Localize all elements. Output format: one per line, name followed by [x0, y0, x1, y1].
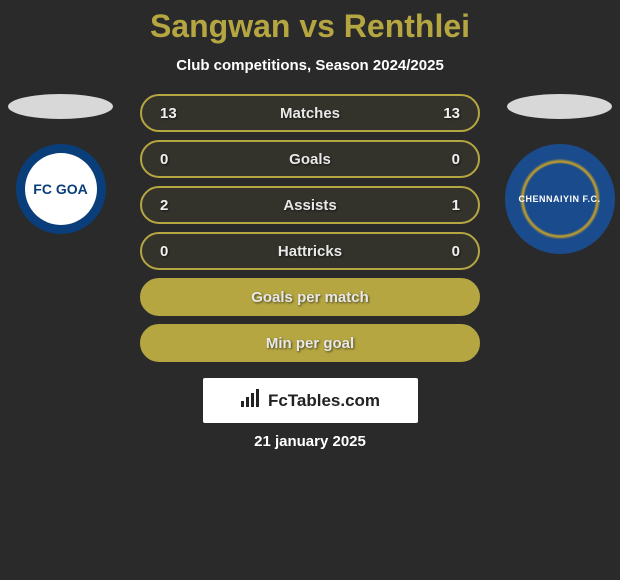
club-badge-left: FC GOA: [16, 144, 106, 234]
stat-label: Hattricks: [278, 243, 342, 260]
stat-row-min-per-goal: Min per goal: [140, 324, 480, 362]
player-left-photo: [8, 94, 113, 119]
comparison-card: Sangwan vs Renthlei Club competitions, S…: [0, 0, 620, 580]
stat-label: Goals: [289, 151, 331, 168]
stat-right-value: 1: [436, 197, 460, 214]
stat-right-value: 0: [436, 243, 460, 260]
stats-column: 13 Matches 13 0 Goals 0 2 Assists 1 0 Ha…: [140, 94, 480, 370]
date-label: 21 january 2025: [0, 433, 620, 450]
main-area: FC GOA 13 Matches 13 0 Goals 0 2 Assists…: [0, 94, 620, 370]
player-left-column: FC GOA: [3, 94, 118, 234]
stat-row-matches: 13 Matches 13: [140, 94, 480, 132]
stat-left-value: 0: [160, 243, 184, 260]
stat-row-assists: 2 Assists 1: [140, 186, 480, 224]
stat-right-value: 0: [436, 151, 460, 168]
stat-label: Min per goal: [266, 335, 354, 352]
page-title: Sangwan vs Renthlei: [0, 8, 620, 45]
subtitle: Club competitions, Season 2024/2025: [0, 57, 620, 74]
stat-row-goals-per-match: Goals per match: [140, 278, 480, 316]
club-badge-right-label: CHENNAIYIN F.C.: [518, 194, 600, 204]
player-right-column: CHENNAIYIN F.C.: [502, 94, 617, 254]
stat-left-value: 13: [160, 105, 184, 122]
player-right-photo: [507, 94, 612, 119]
chart-bars-icon: [240, 389, 262, 412]
attribution-badge: FcTables.com: [203, 378, 418, 423]
stat-label: Matches: [280, 105, 340, 122]
stat-left-value: 0: [160, 151, 184, 168]
club-badge-right: CHENNAIYIN F.C.: [505, 144, 615, 254]
stat-right-value: 13: [436, 105, 460, 122]
stat-row-hattricks: 0 Hattricks 0: [140, 232, 480, 270]
stat-label: Goals per match: [251, 289, 369, 306]
club-badge-left-label: FC GOA: [25, 153, 97, 225]
stat-left-value: 2: [160, 197, 184, 214]
stat-label: Assists: [283, 197, 336, 214]
stat-row-goals: 0 Goals 0: [140, 140, 480, 178]
attribution-text: FcTables.com: [268, 391, 380, 411]
